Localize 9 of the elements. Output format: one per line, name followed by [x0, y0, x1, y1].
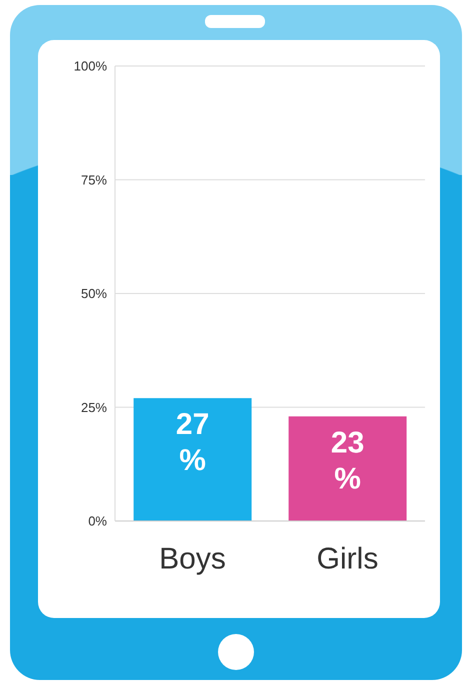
x-tick-label: Boys: [159, 542, 226, 576]
y-tick-label: 50%: [80, 286, 108, 302]
y-tick-label: 75%: [80, 172, 108, 188]
y-tick-label: 100%: [74, 58, 108, 74]
y-tick-label: 25%: [80, 400, 108, 415]
data-label: 23%: [330, 426, 364, 496]
y-tick-label: 0%: [88, 514, 108, 529]
x-tick-label: Girls: [316, 542, 378, 576]
data-label: 27%: [176, 408, 210, 478]
